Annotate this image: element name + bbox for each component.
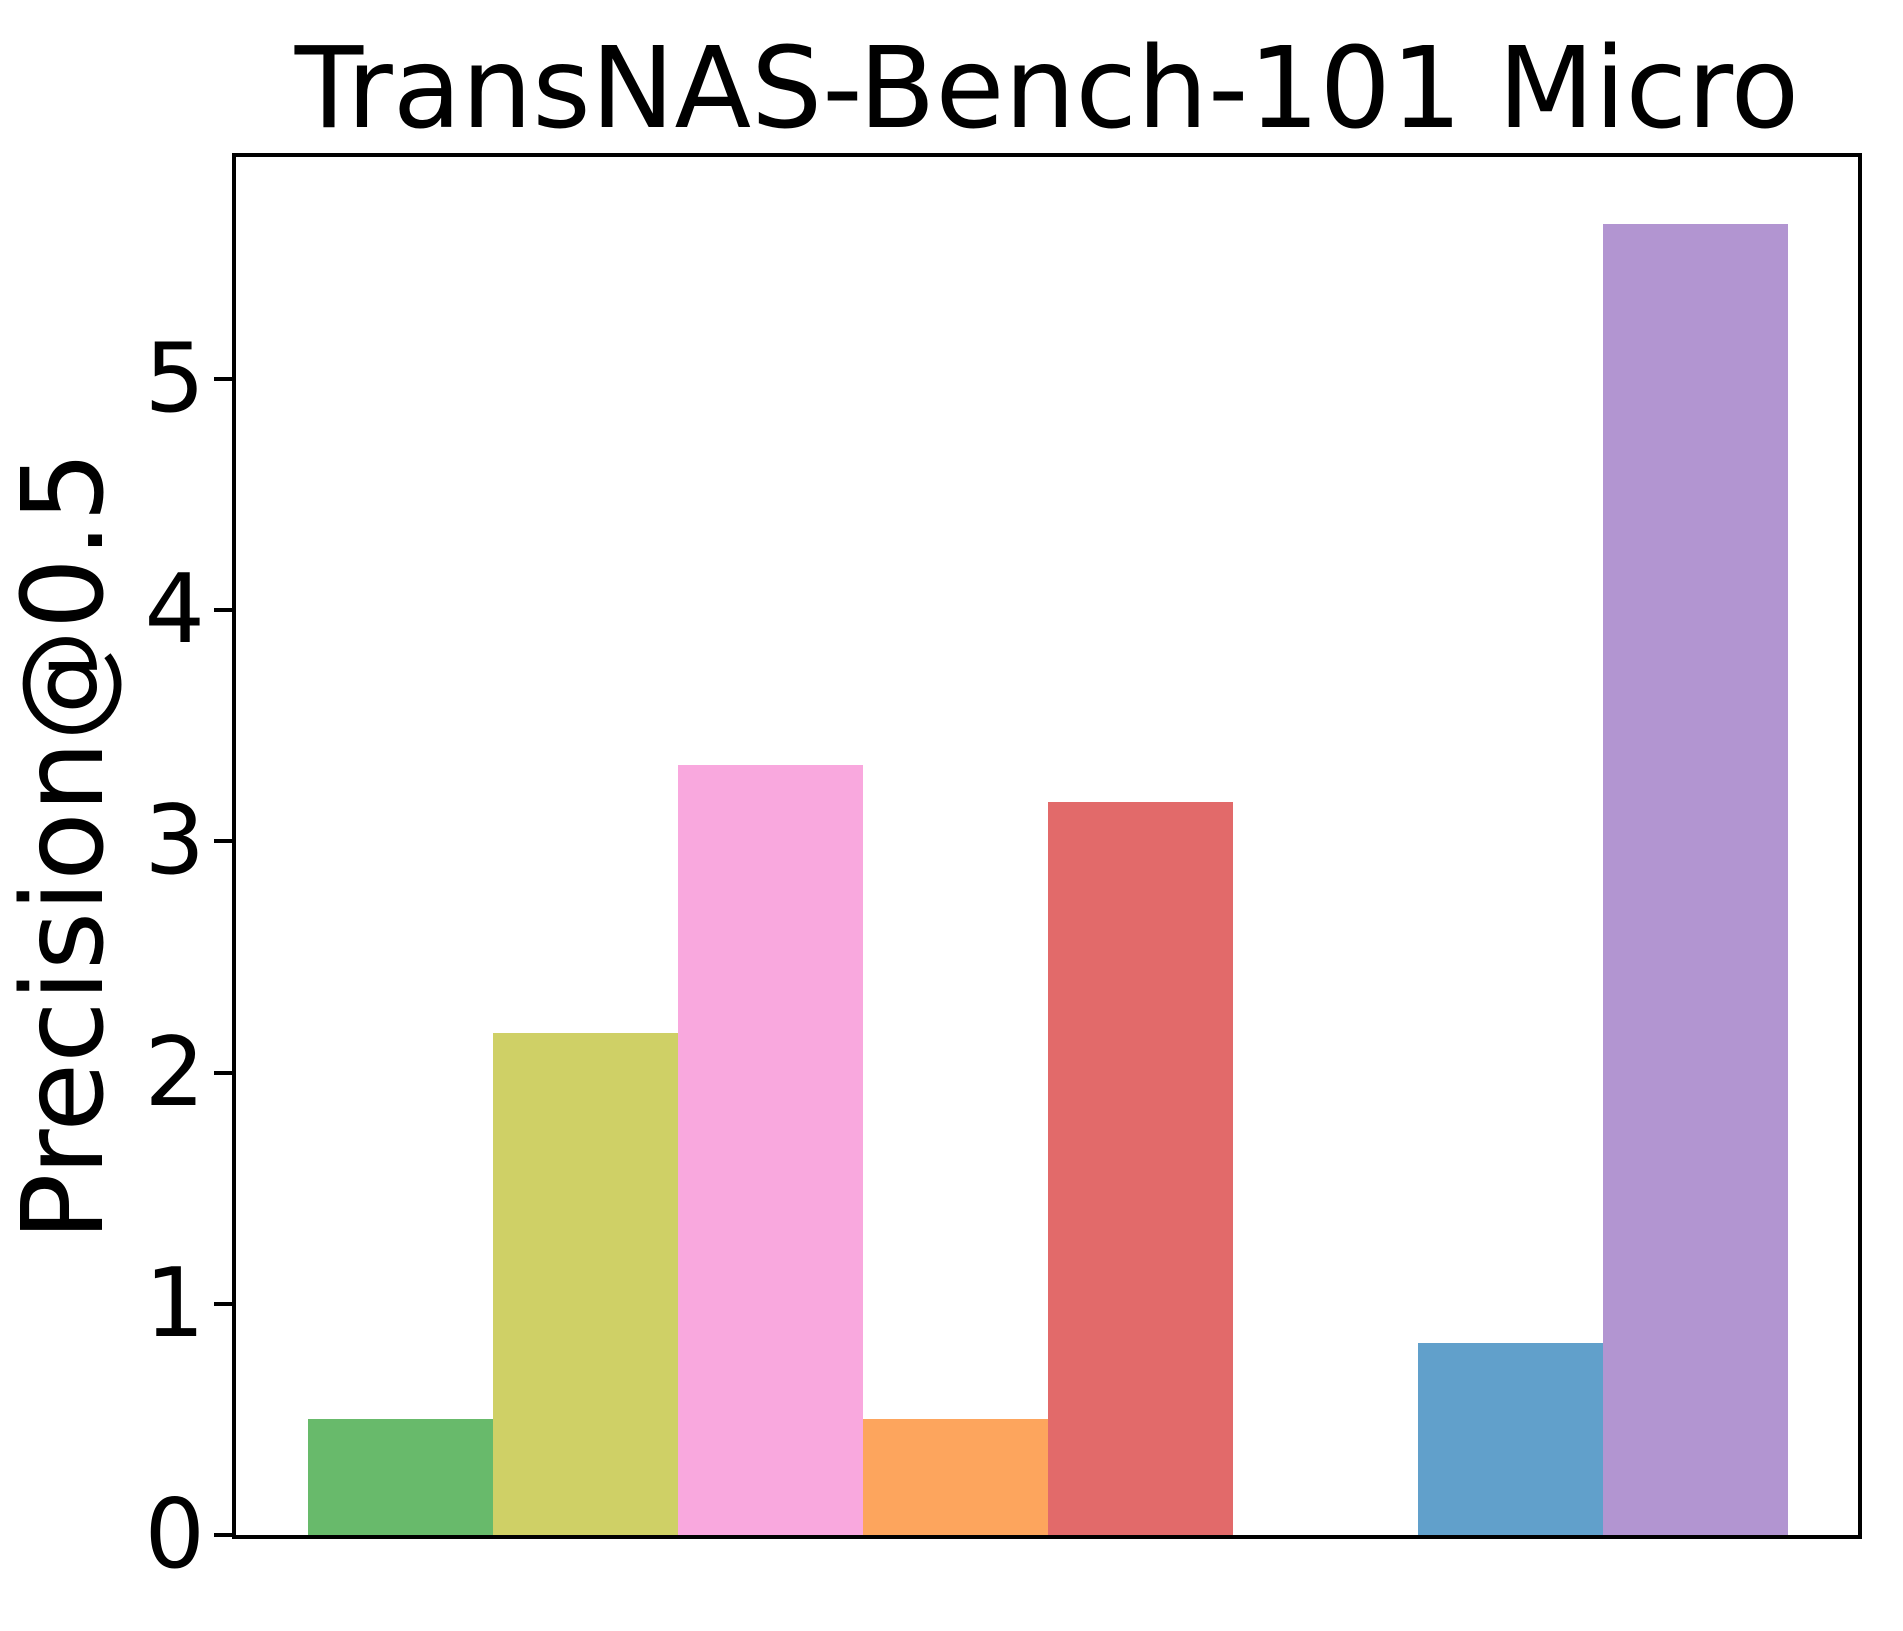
y-tick-label: 2 [144,1018,205,1128]
chart-title: TransNAS-Bench-101 Micro [294,24,1800,154]
bar [1048,802,1233,1535]
y-tick-mark [214,1071,232,1075]
bar [493,1033,678,1535]
y-tick-label: 3 [144,786,205,896]
y-tick-label: 1 [144,1249,205,1359]
y-tick-mark [214,608,232,612]
y-tick-label: 4 [144,555,205,665]
bar [308,1419,493,1535]
bar [678,765,863,1535]
y-tick-mark [214,377,232,381]
y-tick-mark [214,839,232,843]
plot-area [232,153,1862,1539]
y-tick-mark [214,1302,232,1306]
y-tick-mark [214,1533,232,1537]
y-tick-label: 0 [144,1480,205,1590]
bar [1603,224,1788,1535]
y-tick-label: 5 [144,324,205,434]
bar [863,1419,1048,1535]
bar [1418,1343,1603,1535]
